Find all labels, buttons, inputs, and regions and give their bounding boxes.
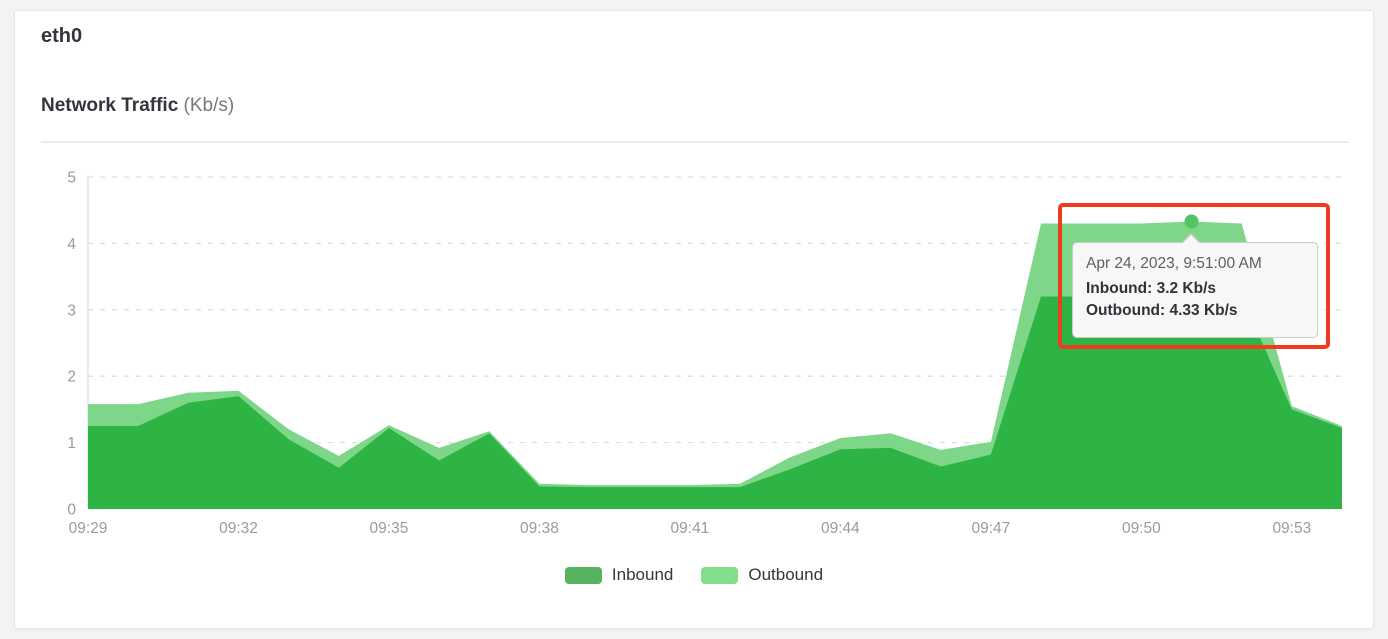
y-tick-label: 1 bbox=[67, 435, 76, 452]
inbound-swatch-icon bbox=[564, 566, 602, 584]
y-tick-label: 4 bbox=[67, 236, 76, 253]
legend-item-inbound[interactable]: Inbound bbox=[564, 565, 674, 585]
chart-title-text: Network Traffic bbox=[41, 95, 179, 116]
chart-tooltip: Apr 24, 2023, 9:51:00 AM Inbound: 3.2 Kb… bbox=[1072, 233, 1318, 338]
legend-item-outbound[interactable]: Outbound bbox=[701, 565, 823, 585]
chart-legend: Inbound Outbound bbox=[0, 565, 1388, 585]
inbound-area bbox=[88, 296, 1342, 509]
tooltip-outbound-value: Outbound: 4.33 Kb/s bbox=[1086, 302, 1238, 319]
y-tick-label: 2 bbox=[67, 369, 76, 386]
x-tick-label: 09:50 bbox=[1122, 520, 1161, 537]
outbound-swatch-icon bbox=[701, 566, 739, 584]
x-tick-label: 09:32 bbox=[219, 520, 258, 537]
legend-label-outbound: Outbound bbox=[748, 565, 824, 584]
chart-title: Network Traffic (Kb/s) bbox=[41, 95, 234, 117]
y-tick-label: 5 bbox=[67, 170, 76, 187]
x-tick-label: 09:38 bbox=[520, 520, 559, 537]
hover-point-marker bbox=[1184, 214, 1199, 229]
x-tick-label: 09:53 bbox=[1272, 520, 1311, 537]
x-tick-label: 09:29 bbox=[69, 520, 108, 537]
y-tick-label: 0 bbox=[67, 502, 76, 519]
x-tick-label: 09:47 bbox=[971, 520, 1010, 537]
x-tick-label: 09:41 bbox=[671, 520, 710, 537]
y-tick-label: 3 bbox=[67, 302, 76, 319]
chart-title-unit: (Kb/s) bbox=[183, 95, 235, 116]
divider bbox=[41, 141, 1349, 143]
x-tick-label: 09:44 bbox=[821, 520, 860, 537]
tooltip-date: Apr 24, 2023, 9:51:00 AM bbox=[1086, 255, 1262, 272]
legend-label-inbound: Inbound bbox=[611, 565, 674, 584]
tooltip-inbound-value: Inbound: 3.2 Kb/s bbox=[1086, 280, 1217, 297]
page-title: eth0 bbox=[41, 25, 83, 47]
x-tick-label: 09:35 bbox=[370, 520, 409, 537]
highlight-annotation-box bbox=[1058, 203, 1330, 349]
